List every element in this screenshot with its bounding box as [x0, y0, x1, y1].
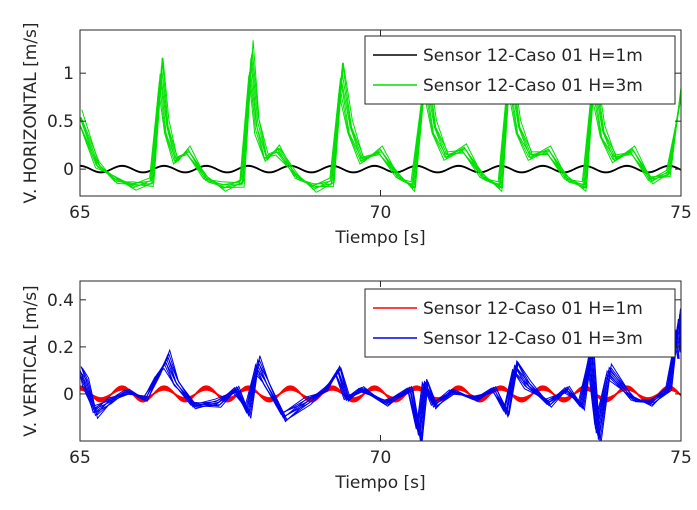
- x-axis-label: Tiempo [s]: [334, 473, 425, 493]
- x-axis-label: Tiempo [s]: [334, 228, 425, 248]
- legend: Sensor 12-Caso 01 H=1m Sensor 12-Caso 01 …: [364, 288, 676, 358]
- series-line-2: [81, 40, 681, 193]
- legend-label: Sensor 12-Caso 01 H=3m: [423, 76, 643, 96]
- y-tick-label: 0.4: [47, 291, 74, 311]
- y-tick-label: 0: [63, 160, 74, 180]
- y-tick-label: 0.5: [47, 112, 74, 132]
- y-axis-label: V. HORIZONTAL [m/s]: [21, 23, 41, 204]
- legend: Sensor 12-Caso 01 H=1m Sensor 12-Caso 01 …: [364, 35, 676, 105]
- legend-box: [364, 288, 676, 358]
- legend-box: [364, 35, 676, 105]
- series-line-1: [80, 385, 681, 403]
- legend-label: Sensor 12-Caso 01 H=1m: [423, 299, 643, 319]
- x-tick-label: 65: [69, 448, 91, 468]
- plot-lines: [80, 40, 681, 193]
- y-axis-label: V. VERTICAL [m/s]: [21, 285, 41, 436]
- plot-lines: [80, 308, 681, 441]
- x-tick-label: 65: [69, 203, 91, 223]
- y-tick-label: 0.2: [47, 338, 74, 358]
- legend-label: Sensor 12-Caso 01 H=1m: [423, 46, 643, 66]
- chart-panel-1: 65 70 75 0 0.5 1 Tiempo [s] V. HORIZONTAL [m/s]…: [21, 23, 692, 248]
- x-tick-label: 70: [370, 203, 392, 223]
- series-line-1: [80, 164, 681, 174]
- x-tick-label: 75: [670, 448, 692, 468]
- legend-label: Sensor 12-Caso 01 H=3m: [423, 329, 643, 349]
- y-tick-label: 0: [63, 385, 74, 405]
- chart-panel-2: 65 70 75 0 0.2 0.4 Tiempo [s] V. VERTICAL [m/s]…: [21, 280, 692, 493]
- y-tick-label: 1: [63, 64, 74, 84]
- x-tick-label: 70: [370, 448, 392, 468]
- x-tick-label: 75: [670, 203, 692, 223]
